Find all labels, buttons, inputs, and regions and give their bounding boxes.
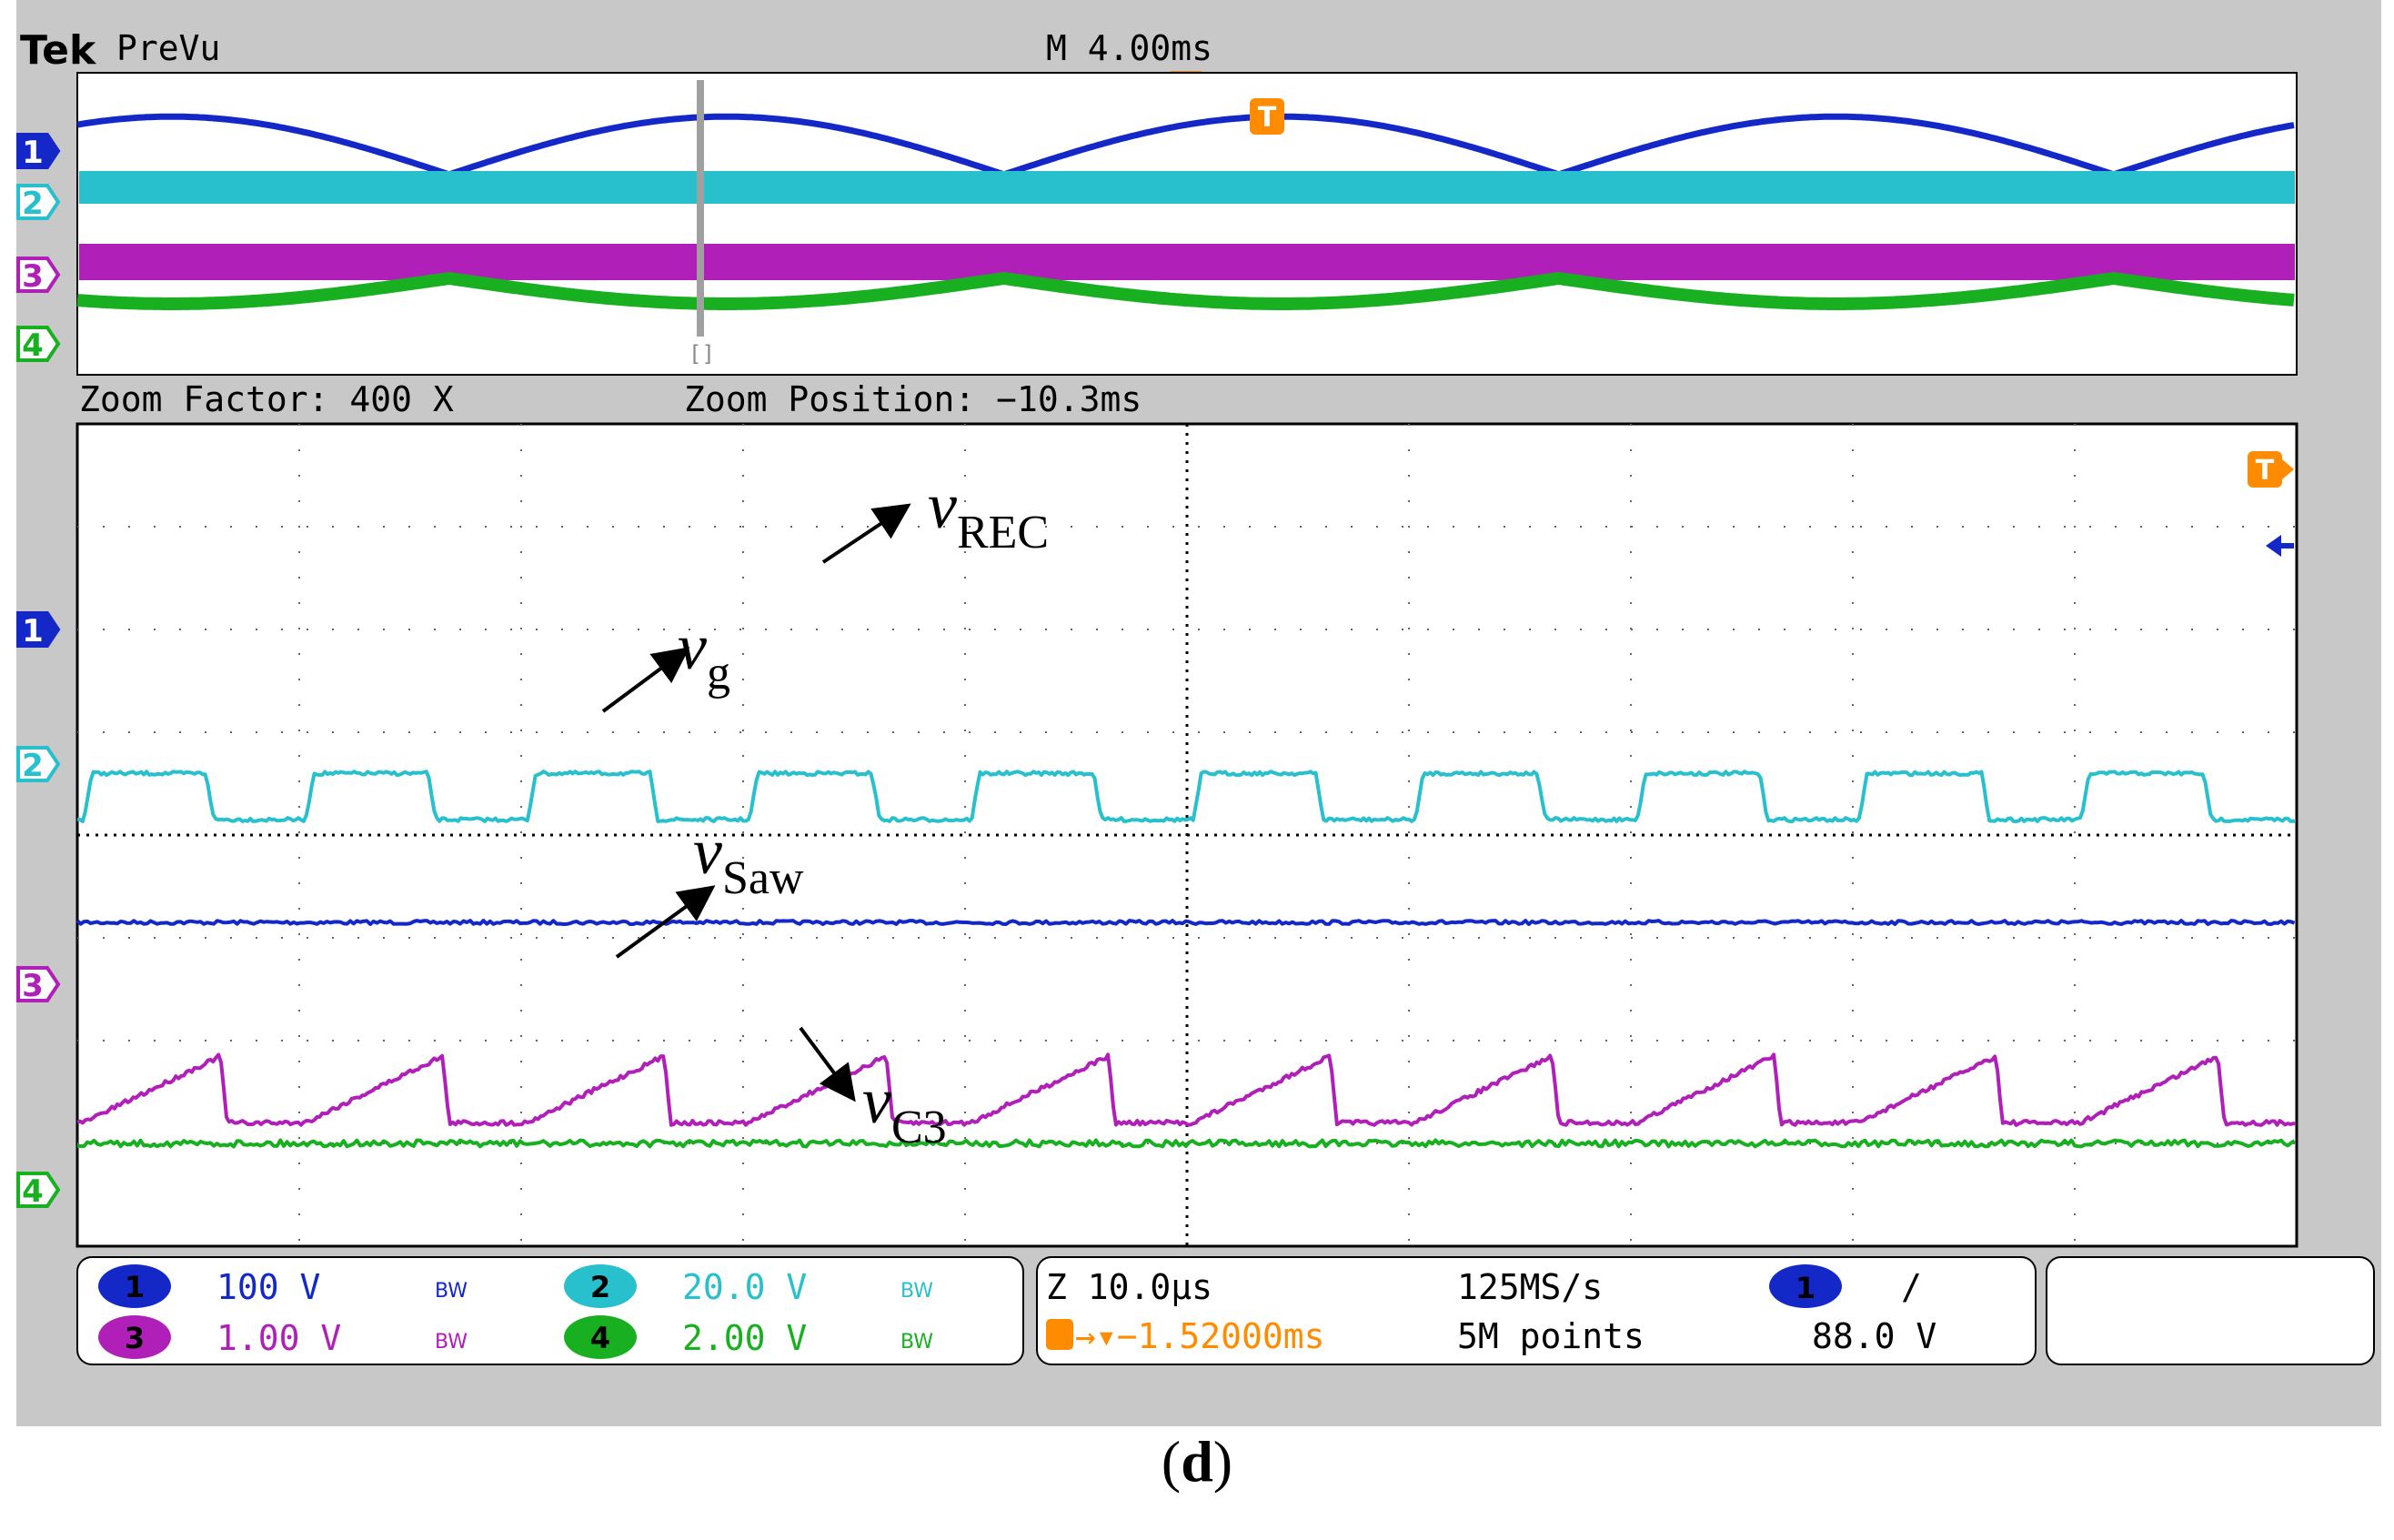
channel-scales: 1 100 V BW 2 20.0 V BW 3 1.00 V BW 4 2.00 V BW [98,1264,933,1359]
trigger-marker-zoom: T [2248,451,2294,488]
svg-text:4: 4 [590,1321,610,1355]
svg-text:1: 1 [22,613,44,649]
channel-2-marker-overview: 2 [16,184,61,222]
svg-text:2: 2 [590,1270,610,1304]
channel-2-marker-zoom: 2 [16,746,61,784]
channel-4-marker-overview: 4 [16,326,61,364]
trigger-source-badge: 1 [1769,1264,1842,1308]
svg-text:1: 1 [22,135,44,171]
trace-vC3 [76,1138,2296,1149]
empty-panel [2046,1256,2375,1365]
svg-text:T: T [2256,455,2275,487]
svg-text:4: 4 [22,1173,44,1210]
channel-3-scale-value: 1.00 V [216,1318,341,1358]
zoom-position-label: Zoom Position: −10.3ms [684,379,1142,419]
zoom-traces [75,770,2297,1149]
brand-label: Tek [20,27,97,74]
trigger-level-icon [2266,535,2281,557]
sample-rate-label: 125MS/s [1457,1267,1603,1307]
trigger-offset: →▾−1.52000ms [1046,1316,1325,1356]
trigger-offset-label: →▾−1.52000ms [1075,1316,1325,1356]
oscilloscope-screenshot: Tek PreVu M 4.00ms [] T 1 2 3 4 Zoom Factor… [16,0,2381,1426]
caption-letter: d [1181,1429,1213,1494]
zoom-factor-label: Zoom Factor: 400 X [79,379,454,419]
channel-3-marker-overview: 3 [16,257,61,295]
arrow-vC3 [799,1026,856,1102]
svg-text:3: 3 [125,1321,145,1355]
timebase-label: M 4.00ms [1046,28,1212,68]
overview-traces [76,113,2295,310]
channel-1-scale-value: 100 V [216,1267,320,1307]
overview-window [76,72,2298,376]
trigger-level-line [2281,543,2294,549]
trace-vSaw [76,1052,2297,1127]
channel-4-marker-zoom: 4 [16,1172,61,1210]
channel-1-marker-zoom: 1 [16,611,61,649]
svg-text:3: 3 [22,968,44,1004]
channel-1-bandwidth: BW [435,1280,468,1303]
zoom-window-label: [] [689,341,715,367]
svg-text:4: 4 [22,327,44,364]
overview-trace-ch4 [76,271,2295,310]
trigger-marker-overview: T [1250,98,1284,135]
trigger-level-label: 88.0 V [1812,1316,1936,1356]
overview-channel-markers: 1 2 3 4 [16,133,61,364]
zoom-window-marker [697,80,704,337]
channel-1-scale: 1 100 V BW [98,1264,468,1308]
channel-scale-panel [76,1256,1024,1365]
svg-text:2: 2 [22,748,44,784]
zoom-time-label: Z 10.0µs [1046,1267,1212,1307]
label-vC3: vC3 [862,1064,947,1153]
label-vg: vg [678,610,730,700]
annotations: vREC vg vSaw vC3 [601,469,1049,1153]
record-length-label: 5M points [1457,1316,1645,1356]
trace-vREC [75,919,2296,926]
label-vREC: vREC [928,469,1049,559]
channel-3-scale: 3 1.00 V BW [98,1315,468,1359]
svg-text:T: T [1258,102,1277,134]
figure-caption: (d) [1161,1429,1233,1494]
label-vSaw: vSaw [693,815,804,904]
trace-vg [76,770,2297,823]
channel-4-bandwidth: BW [900,1331,933,1354]
overview-trace-ch2 [79,171,2295,204]
channel-1-marker-overview: 1 [16,133,61,171]
trigger-slope-icon: / [1901,1267,1922,1307]
channel-4-scale-value: 2.00 V [682,1318,807,1358]
overview-trace-ch3 [79,244,2295,280]
arrow-vSaw [615,885,716,959]
channel-3-marker-zoom: 3 [16,966,61,1004]
channel-2-scale: 2 20.0 V BW [564,1264,933,1308]
channel-4-scale: 4 2.00 V BW [564,1315,933,1359]
svg-text:1: 1 [125,1270,145,1304]
graticule [77,424,2297,1246]
channel-3-bandwidth: BW [435,1331,468,1354]
arrow-vREC [821,503,911,564]
svg-text:3: 3 [22,258,44,295]
svg-text:2: 2 [22,186,44,222]
mode-label: PreVu [116,28,220,68]
zoom-channel-markers: 1 2 3 4 [16,611,61,1210]
channel-2-bandwidth: BW [900,1280,933,1303]
arrow-vg [601,647,690,713]
channel-2-scale-value: 20.0 V [682,1267,807,1307]
svg-text:1: 1 [1796,1271,1816,1305]
